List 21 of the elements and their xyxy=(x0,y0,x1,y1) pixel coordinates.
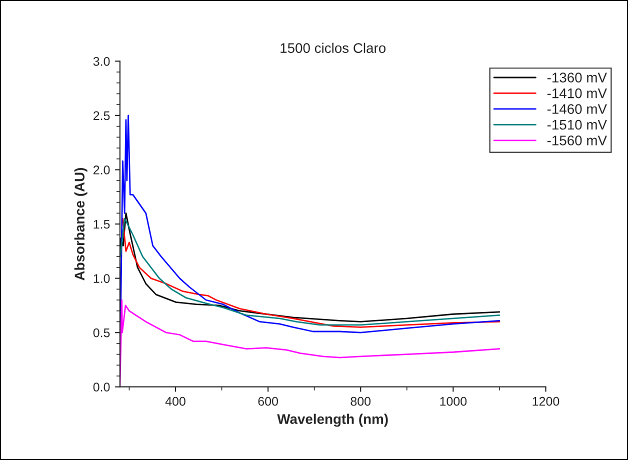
y-tick-label: 1.0 xyxy=(94,274,110,283)
y-tick-label: 0.0 xyxy=(93,382,110,392)
y-tick-label: 1.5 xyxy=(94,220,110,229)
x-tick-label: 800 xyxy=(350,396,371,406)
legend-label: -1560 mV xyxy=(547,136,607,146)
chart-title: 1500 ciclos Claro xyxy=(280,42,386,53)
line-series xyxy=(120,114,500,334)
legend-label: -1510 mV xyxy=(547,120,607,130)
y-tick-label: 3.0 xyxy=(93,56,110,66)
y-tick-label: 2.0 xyxy=(93,166,110,174)
y-tick-label: 0.5 xyxy=(93,328,110,338)
x-tick-label: 1200 xyxy=(532,396,560,406)
legend-label: -1460 mV xyxy=(547,104,607,114)
legend-label: -1360 mV xyxy=(547,72,607,82)
legend-label: -1410 mV xyxy=(547,88,607,98)
x-tick-label: 1000 xyxy=(440,396,467,406)
x-axis-title: Wavelength (nm) xyxy=(277,414,388,427)
y-axis-title: Absorbance (AU) xyxy=(74,168,88,280)
x-tick-label: 600 xyxy=(258,396,278,406)
x-tick-label: 400 xyxy=(165,396,186,406)
y-tick-label: 2.5 xyxy=(93,111,110,120)
